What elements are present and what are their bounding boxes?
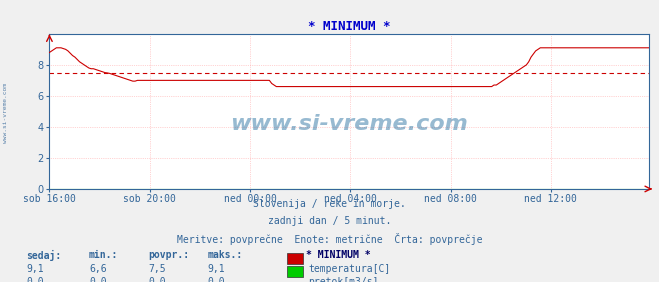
Text: sedaj:: sedaj: xyxy=(26,250,61,261)
Text: zadnji dan / 5 minut.: zadnji dan / 5 minut. xyxy=(268,216,391,226)
Text: 9,1: 9,1 xyxy=(26,264,44,274)
Text: 9,1: 9,1 xyxy=(208,264,225,274)
Text: povpr.:: povpr.: xyxy=(148,250,189,259)
Text: Slovenija / reke in morje.: Slovenija / reke in morje. xyxy=(253,199,406,209)
Text: 0,0: 0,0 xyxy=(208,277,225,282)
Text: www.si-vreme.com: www.si-vreme.com xyxy=(231,114,468,134)
Text: * MINIMUM *: * MINIMUM * xyxy=(306,250,371,259)
Text: www.si-vreme.com: www.si-vreme.com xyxy=(3,83,8,143)
Title: * MINIMUM *: * MINIMUM * xyxy=(308,20,391,33)
Text: 7,5: 7,5 xyxy=(148,264,166,274)
Text: Meritve: povprečne  Enote: metrične  Črta: povprečje: Meritve: povprečne Enote: metrične Črta:… xyxy=(177,233,482,245)
Text: min.:: min.: xyxy=(89,250,119,259)
Text: 6,6: 6,6 xyxy=(89,264,107,274)
Text: pretok[m3/s]: pretok[m3/s] xyxy=(308,277,379,282)
Text: temperatura[C]: temperatura[C] xyxy=(308,264,391,274)
Text: 0,0: 0,0 xyxy=(89,277,107,282)
Text: 0,0: 0,0 xyxy=(148,277,166,282)
Text: 0,0: 0,0 xyxy=(26,277,44,282)
Text: maks.:: maks.: xyxy=(208,250,243,259)
